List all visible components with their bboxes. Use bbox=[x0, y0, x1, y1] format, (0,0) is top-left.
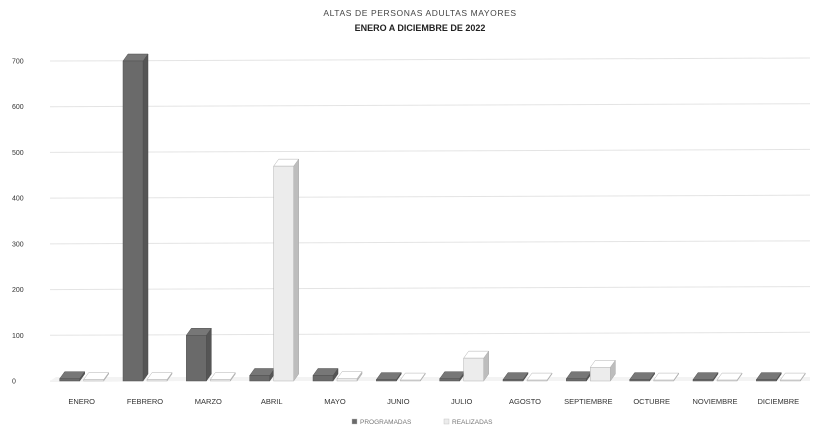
bar-programadas-octubre bbox=[629, 371, 656, 382]
gridlines bbox=[49, 57, 811, 382]
bar-realizadas-febrero bbox=[146, 371, 173, 382]
legend-entry: PROGRAMADAS bbox=[360, 419, 412, 426]
chart-subtitle: ENERO A DICIEMBRE DE 2022 bbox=[355, 23, 486, 33]
y-tick-label: 200 bbox=[12, 287, 24, 294]
y-tick-label: 0 bbox=[12, 379, 16, 386]
bar-realizadas-diciembre bbox=[779, 372, 806, 382]
bar-realizadas-abril bbox=[273, 158, 300, 382]
bar-realizadas-octubre bbox=[653, 372, 680, 382]
x-tick-label: ENERO bbox=[68, 397, 95, 406]
bar-realizadas-junio bbox=[399, 372, 426, 382]
gridline bbox=[49, 194, 811, 199]
bar-programadas-junio bbox=[375, 371, 402, 382]
gridline bbox=[49, 148, 811, 153]
bar-realizadas-marzo bbox=[209, 371, 236, 382]
bar-programadas-septiembre bbox=[565, 370, 592, 382]
bar-realizadas-enero bbox=[83, 371, 110, 382]
bar-programadas-enero bbox=[59, 370, 86, 382]
bar-realizadas-julio bbox=[463, 350, 490, 382]
gridline bbox=[49, 57, 811, 62]
legend-entry: REALIZADAS bbox=[452, 419, 493, 426]
y-tick-label: 300 bbox=[12, 241, 24, 248]
bar-programadas-abril bbox=[249, 367, 276, 382]
bar-programadas-julio bbox=[439, 370, 466, 382]
x-tick-label: FEBRERO bbox=[127, 397, 163, 406]
y-tick-label: 400 bbox=[12, 196, 24, 203]
bar-realizadas-mayo bbox=[336, 370, 363, 382]
x-tick-label: SEPTIEMBRE bbox=[564, 397, 612, 406]
bar-programadas-febrero bbox=[122, 53, 149, 382]
bar-realizadas-agosto bbox=[526, 372, 553, 382]
y-axis: 0 100 200 300 400 500 600 700 bbox=[12, 59, 24, 386]
chart-floor bbox=[50, 377, 810, 381]
x-tick-label: DICIEMBRE bbox=[757, 397, 799, 406]
bar-realizadas-noviembre bbox=[716, 372, 743, 382]
gridline bbox=[49, 286, 811, 291]
gridline bbox=[49, 103, 811, 108]
x-tick-label: MAYO bbox=[324, 397, 346, 406]
chart-title: ALTAS DE PERSONAS ADULTAS MAYORES bbox=[323, 8, 516, 18]
x-tick-label: NOVIEMBRE bbox=[692, 397, 737, 406]
y-tick-label: 600 bbox=[12, 104, 24, 111]
x-tick-label: JULIO bbox=[451, 397, 472, 406]
legend: PROGRAMADAS REALIZADAS bbox=[351, 418, 493, 426]
x-tick-label: JUNIO bbox=[387, 397, 410, 406]
x-axis: ENERO FEBRERO MARZO ABRIL MAYO JUNIO JULIO AGOS… bbox=[68, 397, 799, 406]
legend-swatch bbox=[443, 418, 450, 425]
bar-programadas-agosto bbox=[502, 371, 529, 382]
bar-realizadas-septiembre bbox=[589, 359, 616, 382]
x-tick-label: OCTUBRE bbox=[633, 397, 670, 406]
bar-programadas-marzo bbox=[185, 327, 212, 382]
y-tick-label: 100 bbox=[12, 333, 24, 340]
gridline bbox=[49, 331, 811, 336]
x-tick-label: MARZO bbox=[195, 397, 222, 406]
bars bbox=[59, 53, 806, 382]
bar-programadas-mayo bbox=[312, 367, 339, 382]
y-tick-label: 700 bbox=[12, 59, 24, 66]
bar-programadas-noviembre bbox=[692, 371, 719, 382]
x-tick-label: ABRIL bbox=[261, 397, 283, 406]
y-tick-label: 500 bbox=[12, 150, 24, 157]
legend-swatch bbox=[351, 418, 358, 425]
x-tick-label: AGOSTO bbox=[509, 397, 541, 406]
gridline bbox=[49, 240, 811, 245]
bar-programadas-diciembre bbox=[755, 371, 782, 382]
